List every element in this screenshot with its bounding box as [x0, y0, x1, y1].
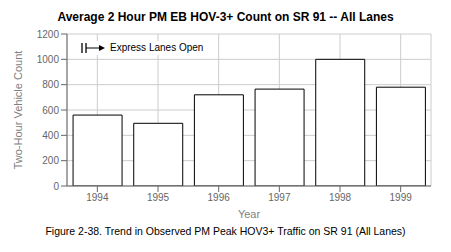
svg-text:200: 200	[42, 155, 59, 166]
svg-text:1996: 1996	[208, 192, 231, 203]
html-text:Figure 2-38. Trend in Observed: Figure 2-38. Trend in Observed PM Peak H…	[45, 225, 406, 237]
svg-text:Two-Hour Vehicle Count: Two-Hour Vehicle Count	[12, 51, 24, 170]
svg-text:1999: 1999	[390, 192, 413, 203]
svg-text:1200: 1200	[37, 29, 60, 40]
svg-text:1994: 1994	[86, 192, 109, 203]
svg-text:800: 800	[42, 79, 59, 90]
svg-text:1000: 1000	[37, 54, 60, 65]
svg-text:600: 600	[42, 105, 59, 116]
svg-text:1995: 1995	[147, 192, 170, 203]
svg-text:1998: 1998	[329, 192, 352, 203]
svg-text:400: 400	[42, 130, 59, 141]
html-text:Express Lanes Open: Express Lanes Open	[110, 42, 204, 53]
svg-text:Year: Year	[238, 208, 261, 220]
html-text:Average 2 Hour PM EB HOV-3+ Co: Average 2 Hour PM EB HOV-3+ Count on SR …	[57, 10, 394, 24]
svg-text:0: 0	[53, 181, 59, 192]
svg-text:1997: 1997	[268, 192, 291, 203]
